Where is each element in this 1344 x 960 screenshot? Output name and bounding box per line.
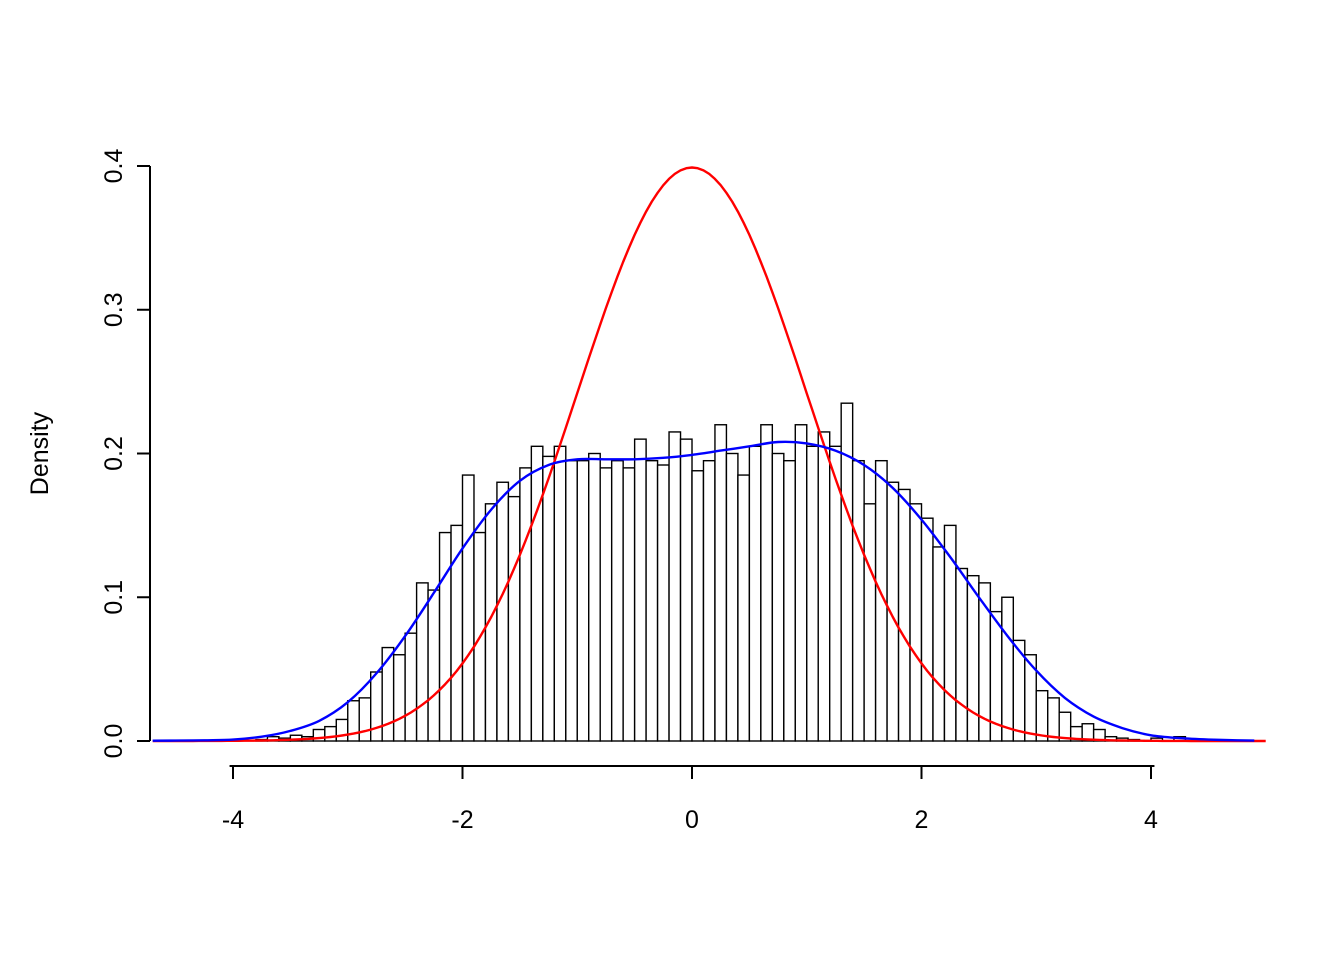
histogram-bar bbox=[966, 574, 980, 742]
histogram-bars bbox=[255, 402, 1187, 742]
histogram-bar bbox=[565, 459, 578, 742]
histogram-bar bbox=[576, 459, 590, 742]
histogram-bar bbox=[358, 697, 372, 742]
histogram-bar bbox=[909, 503, 923, 742]
histogram-bar bbox=[645, 459, 659, 742]
y-tick-label: 0.2 bbox=[100, 436, 128, 471]
density-curve bbox=[152, 440, 1255, 742]
x-tick-label: -2 bbox=[451, 806, 473, 834]
histogram-bar bbox=[599, 467, 613, 742]
histogram-bar bbox=[714, 424, 728, 742]
y-axis-title: Density bbox=[26, 411, 54, 495]
histogram-bar bbox=[679, 438, 693, 742]
x-tick-label: -4 bbox=[222, 806, 244, 834]
histogram-bar bbox=[622, 467, 636, 742]
histogram-bar bbox=[461, 474, 475, 742]
histogram-bar bbox=[427, 589, 441, 742]
histogram-bar bbox=[507, 495, 521, 742]
y-tick-label: 0.1 bbox=[100, 580, 128, 615]
histogram-bar bbox=[519, 467, 533, 742]
normal-curve-line bbox=[152, 166, 1266, 743]
histogram-bar bbox=[1047, 697, 1060, 742]
histogram-bar bbox=[702, 459, 716, 742]
normal-curve bbox=[152, 166, 1266, 743]
x-tick-label: 0 bbox=[685, 806, 699, 834]
histogram-bar bbox=[1001, 596, 1015, 742]
histogram-bar bbox=[381, 646, 395, 742]
histogram-bar bbox=[392, 654, 406, 742]
histogram-bar bbox=[438, 531, 452, 742]
histogram-bar bbox=[324, 725, 337, 742]
x-tick-label: 2 bbox=[915, 806, 929, 834]
histogram-bar bbox=[748, 445, 762, 742]
histogram-bar bbox=[806, 445, 819, 742]
histogram-bar bbox=[794, 424, 808, 742]
histogram-bar bbox=[932, 546, 946, 742]
y-tick-label: 0.0 bbox=[100, 724, 128, 759]
histogram-bar bbox=[610, 459, 624, 742]
histogram-bar bbox=[920, 517, 934, 742]
histogram-bar bbox=[542, 455, 556, 742]
histogram-bar bbox=[737, 474, 751, 742]
histogram-bar bbox=[851, 459, 865, 742]
histogram-bar bbox=[415, 582, 429, 742]
histogram-bar bbox=[725, 452, 739, 742]
histogram-bar bbox=[897, 488, 911, 742]
y-tick-label: 0.3 bbox=[100, 292, 128, 327]
histogram-bar bbox=[783, 459, 796, 742]
histogram-bar bbox=[633, 438, 647, 742]
histogram-bar bbox=[404, 632, 418, 742]
density-curve-line bbox=[152, 440, 1255, 742]
histogram-bar bbox=[553, 445, 567, 742]
x-axis: -4 -2 0 2 4 bbox=[222, 765, 1158, 834]
x-tick-label: 4 bbox=[1144, 806, 1158, 834]
histogram-bar bbox=[656, 464, 670, 742]
histogram-bar bbox=[760, 424, 774, 742]
histogram-bar bbox=[496, 481, 510, 742]
histogram-bar bbox=[588, 452, 601, 742]
histogram-bar bbox=[863, 503, 877, 742]
histogram-bar bbox=[817, 431, 831, 742]
y-axis: 0.0 0.1 0.2 0.3 0.4 Density bbox=[26, 149, 151, 759]
histogram-bar bbox=[335, 718, 349, 742]
histogram-bar bbox=[691, 470, 705, 742]
histogram-bar bbox=[1035, 689, 1049, 742]
histogram-bar bbox=[955, 567, 969, 742]
histogram-bar bbox=[668, 431, 682, 742]
histogram-bar bbox=[370, 671, 383, 742]
histogram-bar bbox=[771, 452, 785, 742]
histogram-bar bbox=[530, 445, 544, 742]
y-tick-label: 0.4 bbox=[100, 149, 128, 184]
